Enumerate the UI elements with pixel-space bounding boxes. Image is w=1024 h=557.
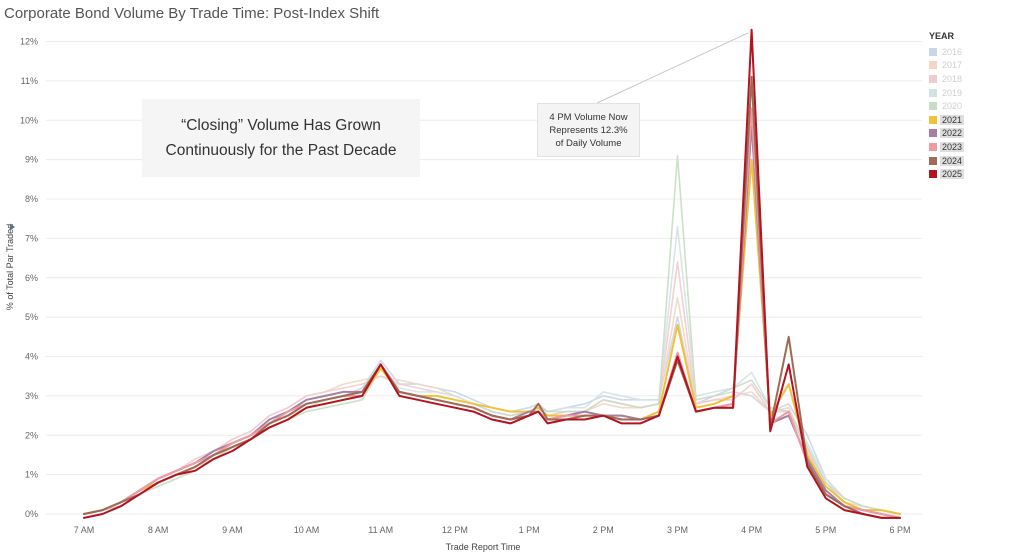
x-tick-label: 9 AM (222, 525, 243, 535)
x-tick-label: 8 AM (148, 525, 169, 535)
legend-title: YEAR (929, 31, 955, 41)
y-tick-label: 3% (25, 391, 38, 401)
legend-label: 2018 (942, 73, 963, 84)
x-tick-label: 11 AM (368, 525, 393, 535)
legend-item-2019[interactable]: 2019 (929, 86, 964, 100)
y-tick-label: 8% (25, 194, 38, 204)
legend-label: 2020 (942, 101, 963, 112)
legend-item-2025[interactable]: 2025 (929, 167, 965, 181)
y-tick-label: 0% (25, 509, 38, 519)
y-tick-label: 2% (25, 430, 38, 440)
legend-swatch (929, 61, 937, 70)
x-tick-label: 12 PM (442, 525, 468, 535)
legend-label: 2024 (940, 155, 965, 166)
legend-item-2016[interactable]: 2016 (929, 45, 964, 59)
y-tick-label: 6% (25, 273, 38, 283)
y-tick-label: 5% (25, 312, 38, 322)
legend: YEAR 2016 2017 2018 2019 2020 2021 2022 2023 202… (929, 31, 965, 181)
y-axis-title: % of Total Par Traded (5, 224, 15, 310)
legend-swatch (929, 142, 937, 151)
legend-label: 2022 (940, 128, 965, 139)
series-line-2019 (83, 225, 901, 515)
legend-swatch (929, 47, 937, 56)
x-tick-label: 3 PM (667, 525, 688, 535)
peak-annotation-box: 4 PM Volume Now Represents 12.3% of Dail… (537, 103, 640, 157)
x-tick-label: 4 PM (741, 525, 762, 535)
series-line-2020 (83, 154, 901, 515)
legend-label: 2019 (942, 87, 963, 98)
legend-swatch (929, 129, 937, 138)
legend-item-2021[interactable]: 2021 (929, 113, 965, 127)
series-line-2024 (83, 75, 901, 519)
legend-label: 2017 (942, 60, 963, 71)
x-tick-label: 7 AM (74, 525, 95, 535)
legend-items: 2016 2017 2018 2019 2020 2021 2022 2023 2024 2025 (929, 45, 965, 181)
peak-annotation-line-2: Represents 12.3% (549, 124, 628, 136)
peak-annotation-line-3: of Daily Volume (555, 137, 622, 149)
legend-swatch (929, 74, 937, 83)
y-tick-label: 7% (25, 233, 38, 243)
x-tick-label: 5 PM (815, 525, 836, 535)
x-tick-label: 2 PM (593, 525, 614, 535)
legend-label: 2023 (940, 141, 965, 152)
peak-annotation-line-1: 4 PM Volume Now (549, 111, 628, 123)
x-tick-label: 6 PM (889, 525, 910, 535)
annotation-leader-line (596, 32, 749, 104)
legend-label: 2021 (940, 114, 965, 125)
y-tick-label: 11% (21, 76, 38, 86)
x-axis-title: Trade Report Time (446, 542, 521, 552)
y-tick-label: 12% (20, 37, 38, 47)
legend-item-2022[interactable]: 2022 (929, 127, 965, 141)
legend-swatch (929, 115, 937, 124)
callout-box: “Closing” Volume Has Grown Continuously … (142, 99, 420, 177)
series-line-2025 (83, 28, 901, 519)
legend-item-2020[interactable]: 2020 (929, 99, 964, 113)
sort-icon (10, 223, 15, 231)
legend-swatch (929, 102, 937, 111)
y-tick-label: 1% (25, 470, 38, 480)
legend-swatch (929, 88, 937, 97)
legend-swatch (929, 170, 937, 179)
callout-line-2: Continuously for the Past Decade (165, 142, 397, 159)
legend-label: 2016 (942, 46, 963, 57)
callout-line-1: “Closing” Volume Has Grown (181, 117, 381, 134)
y-tick-label: 9% (25, 155, 38, 165)
y-tick-label: 4% (25, 352, 38, 362)
x-tick-label: 1 PM (519, 525, 540, 535)
legend-item-2024[interactable]: 2024 (929, 154, 965, 168)
chart-title: Corporate Bond Volume By Trade Time: Pos… (4, 5, 380, 22)
legend-item-2018[interactable]: 2018 (929, 72, 964, 86)
legend-item-2023[interactable]: 2023 (929, 140, 965, 154)
legend-item-2017[interactable]: 2017 (929, 59, 964, 73)
legend-label: 2025 (940, 169, 965, 180)
legend-swatch (929, 156, 937, 165)
y-tick-label: 10% (20, 115, 38, 125)
x-tick-label: 10 AM (294, 525, 320, 535)
